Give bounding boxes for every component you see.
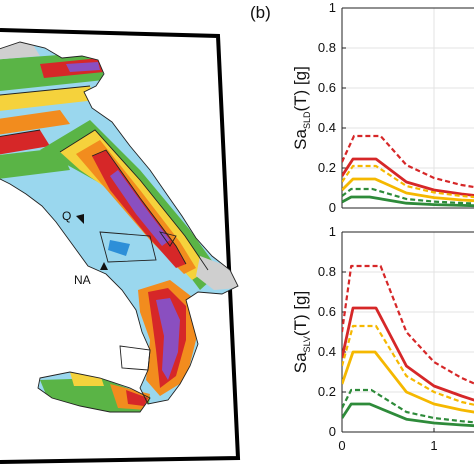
- series-line-1: [342, 157, 474, 197]
- x-tick-label: 1: [430, 438, 437, 453]
- chart-sld: 0 0.2 0.4 0.6 0.8 1 SaSLD(T) [g]: [291, 0, 474, 215]
- hazard-map: Q NA: [0, 28, 241, 464]
- zone-purple-calabria: [156, 298, 180, 380]
- zone-orange-po: [0, 110, 70, 136]
- zone-dark-blue: [20, 300, 40, 312]
- zone-purple-north: [66, 62, 100, 72]
- y-tick-label: 0: [329, 424, 336, 439]
- series-line-4: [342, 388, 474, 424]
- y-tick-label: 0.2: [318, 160, 336, 175]
- y-tick-label: 0.8: [318, 40, 336, 55]
- y-axis-label: SaSLD(T) [g]: [291, 66, 312, 150]
- y-tick-label: 0: [329, 200, 336, 215]
- series-line-1: [342, 306, 474, 402]
- zone-mid-blue: [108, 240, 130, 256]
- map-frame: [0, 28, 241, 464]
- city-marker-q: Q: [62, 209, 84, 224]
- city-marker-na: NA: [74, 262, 108, 287]
- x-tick-label: 0: [338, 438, 345, 453]
- y-tick-label: 0.2: [318, 384, 336, 399]
- city-label-q: Q: [62, 209, 71, 223]
- zone-yellow-north: [0, 86, 96, 112]
- series-line-0: [342, 134, 474, 189]
- zone-grey-apulia: [196, 256, 238, 290]
- zone-green-po: [0, 148, 70, 180]
- series-line-2: [342, 324, 474, 406]
- y-axis-label: SaSLV(T) [g]: [291, 291, 312, 373]
- series-line-5: [342, 402, 474, 428]
- series-line-4: [342, 187, 474, 205]
- y-tick-label: 1: [329, 224, 336, 239]
- zone-yellow-sicily: [70, 372, 104, 386]
- series-line-5: [342, 195, 474, 208]
- chart-slv: 0 0.2 0.4 0.6 0.8 1 0 1 SaSLV(T) [g]: [291, 224, 474, 453]
- series-line-3: [342, 350, 474, 414]
- zone-outlines: [0, 41, 239, 413]
- zone-red-po: [0, 130, 50, 156]
- y-tick-label: 0.6: [318, 80, 336, 95]
- triangle-marker-icon: [100, 262, 108, 270]
- panel-label: (b): [250, 3, 271, 22]
- y-tick-label: 1: [329, 0, 336, 15]
- city-label-na: NA: [74, 273, 91, 287]
- y-tick-label: 0.4: [318, 344, 336, 359]
- zone-red-sicily: [126, 390, 148, 406]
- triangle-marker-icon: [76, 214, 84, 224]
- y-tick-label: 0.4: [318, 120, 336, 135]
- y-tick-label: 0.8: [318, 264, 336, 279]
- series-line-2: [342, 164, 474, 199]
- y-tick-label: 0.6: [318, 304, 336, 319]
- zone-purple-apennine: [110, 170, 170, 246]
- series-line-3: [342, 177, 474, 203]
- series-line-0: [342, 264, 474, 385]
